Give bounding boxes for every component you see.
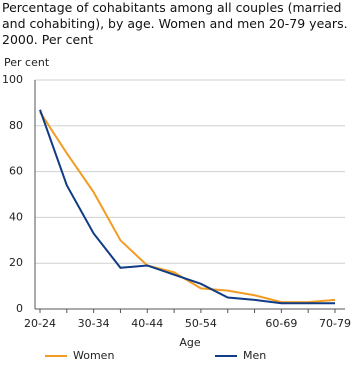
legend-label: Men <box>243 349 266 362</box>
x-tick-label: 30-34 <box>78 317 110 330</box>
chart-title: Percentage of cohabitants among all coup… <box>2 0 348 47</box>
line-series <box>39 109 335 305</box>
x-tick-label: 40-44 <box>131 317 163 330</box>
y-tick-label: 40 <box>9 210 23 223</box>
x-tick-label: 70-79 <box>319 317 351 330</box>
legend-label: Women <box>73 349 114 362</box>
x-tick-label: 60-69 <box>265 317 297 330</box>
x-tick-label: 20-24 <box>24 317 56 330</box>
y-tick-label: 0 <box>16 302 23 315</box>
y-axis-label: Per cent <box>4 56 50 69</box>
y-tick-label: 80 <box>9 119 23 132</box>
line-series <box>39 111 336 304</box>
x-axis-label: Age <box>179 336 201 349</box>
y-tick-label: 20 <box>9 256 23 269</box>
y-tick-label: 100 <box>2 73 23 86</box>
x-tick-label: 50-54 <box>185 317 217 330</box>
y-tick-label: 60 <box>9 165 23 178</box>
